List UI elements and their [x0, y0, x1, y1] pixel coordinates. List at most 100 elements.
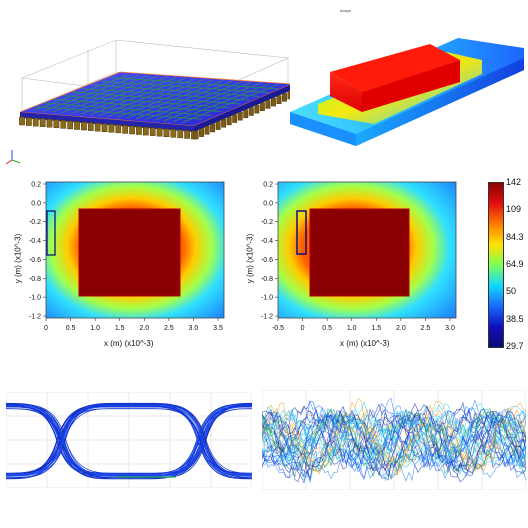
- eye-diagram[interactable]: [6, 392, 252, 488]
- x-tick-label: 1.5: [371, 325, 381, 332]
- trace-line: [71, 91, 241, 105]
- y-tick-label: 0.2: [31, 182, 41, 189]
- solder-bump: [39, 118, 46, 127]
- hot-block: [309, 208, 410, 297]
- trace-line: [52, 98, 221, 113]
- thermal-3d-svg: [290, 38, 524, 146]
- axis-triad-icon: [5, 150, 21, 165]
- thermal-map-right-svg: -0.5 0 0.5 1.0 1.5 2.0 2.5 3.0 0.2 0.0 -0.2 -0.4 -0…: [261, 182, 457, 332]
- noise-trace: [262, 415, 526, 470]
- solder-bump: [270, 97, 276, 107]
- x-tick-label: 3.5: [213, 325, 223, 332]
- trace-line: [33, 105, 202, 120]
- solder-bump: [204, 126, 210, 135]
- eye-trace: [6, 408, 252, 479]
- x-tick-label: 0.5: [66, 325, 76, 332]
- solder-bump: [282, 93, 287, 102]
- solder-bump: [210, 123, 216, 133]
- solder-bump: [177, 129, 184, 139]
- x-tick-label: 1.0: [347, 325, 357, 332]
- eye-diagram-svg: [6, 392, 252, 488]
- y-tick-label: -0.2: [29, 219, 41, 226]
- noise-trace: [262, 400, 526, 468]
- y-axis-label: y (m) (x10^-3): [13, 233, 23, 284]
- colorbar-tick-label: 142: [506, 177, 522, 187]
- noise-trace: [262, 409, 526, 482]
- noise-waveform[interactable]: [262, 390, 526, 490]
- noise-trace: [262, 402, 526, 483]
- solder-bump: [60, 120, 67, 129]
- package-mesh-svg: [5, 39, 290, 165]
- solder-bumps: [19, 90, 290, 140]
- eye-trace: [6, 404, 252, 478]
- colorbar-tick-label: 109: [506, 204, 522, 215]
- solder-bump: [184, 130, 190, 139]
- y-tick-label: -1.2: [261, 314, 273, 321]
- colorbar-tick-label: 64.9: [506, 259, 524, 269]
- x-tick-label: 0: [44, 325, 48, 332]
- solder-bump: [232, 114, 238, 123]
- solder-bump: [193, 130, 199, 140]
- thermal-3d-view[interactable]: Ansys: [278, 0, 528, 170]
- noise-trace: [262, 403, 526, 469]
- eye-trace: [6, 403, 252, 476]
- solder-bump: [115, 124, 122, 134]
- solder-bump: [142, 126, 149, 136]
- solder-bump: [265, 100, 271, 109]
- y-tick-label: -1.2: [29, 314, 41, 321]
- y-tick-label: -1.0: [29, 295, 41, 302]
- solder-bump: [129, 125, 135, 135]
- y-tick-label: 0.0: [263, 200, 273, 207]
- eye-trace: [6, 404, 252, 476]
- eye-trace: [6, 408, 252, 479]
- trace-line: [91, 84, 260, 97]
- solder-bump: [101, 123, 108, 132]
- y-tick-label: -0.8: [29, 276, 41, 283]
- eye-trace: [6, 405, 252, 474]
- solder-bump: [226, 116, 232, 126]
- thermal-map-left-svg: 0 0.5 1.0 1.5 2.0 2.5 3.0 3.5 0.2 0.0 -0.2 -0.4 -0.…: [29, 182, 225, 332]
- solder-bump: [74, 121, 80, 130]
- noise-trace: [262, 416, 526, 464]
- solder-bump: [170, 129, 177, 138]
- noise-trace: [262, 409, 526, 479]
- eye-trace: [6, 405, 252, 474]
- noise-trace: [262, 411, 526, 461]
- y-tick-label: -1.0: [261, 295, 273, 302]
- noise-trace: [262, 405, 526, 478]
- y-tick-label: -0.4: [261, 238, 273, 245]
- colorbar-tick-label: 38.5: [506, 313, 524, 324]
- y-tick-label: 0.2: [263, 182, 273, 189]
- solder-bump: [163, 128, 170, 138]
- colorbar-gradient: [488, 182, 504, 348]
- x-tick-label: 2.0: [396, 325, 406, 332]
- solder-bump: [221, 118, 227, 128]
- solder-bump: [259, 102, 265, 112]
- solder-bump: [94, 122, 101, 132]
- y-tick-label: -0.8: [261, 276, 273, 283]
- solder-bump: [19, 116, 25, 126]
- trace-grid: [33, 74, 279, 123]
- trace-line: [100, 80, 269, 94]
- probe-outline: [46, 210, 56, 256]
- solder-bump: [53, 119, 60, 129]
- solder-bump: [149, 127, 156, 136]
- y-tick-label: -0.2: [261, 219, 273, 226]
- thermal-map-left[interactable]: 0 0.5 1.0 1.5 2.0 2.5 3.0 3.5 0.2 0.0 -0.2 -0.4 -0.…: [0, 170, 232, 360]
- noise-trace: [262, 401, 526, 474]
- thermal-map-right[interactable]: -0.5 0 0.5 1.0 1.5 2.0 2.5 3.0 0.2 0.0 -0.2 -0.4 -0…: [232, 170, 472, 360]
- x-tick-label: 0: [301, 325, 305, 332]
- colorbar-tick-label: 29.7: [506, 341, 524, 351]
- trace-line: [62, 95, 231, 109]
- solder-bump: [136, 126, 142, 135]
- noise-trace: [262, 416, 526, 462]
- solder-bump: [237, 111, 243, 121]
- x-tick-label: 2.5: [421, 325, 431, 332]
- solder-bump: [108, 124, 115, 133]
- x-tick-label: 1.0: [90, 325, 100, 332]
- solder-bump: [26, 117, 32, 126]
- colorbar-tick-label: 50: [506, 286, 517, 297]
- trace-line: [110, 77, 279, 90]
- x-tick-label: 2.0: [139, 325, 149, 332]
- package-mesh-view[interactable]: [0, 0, 290, 170]
